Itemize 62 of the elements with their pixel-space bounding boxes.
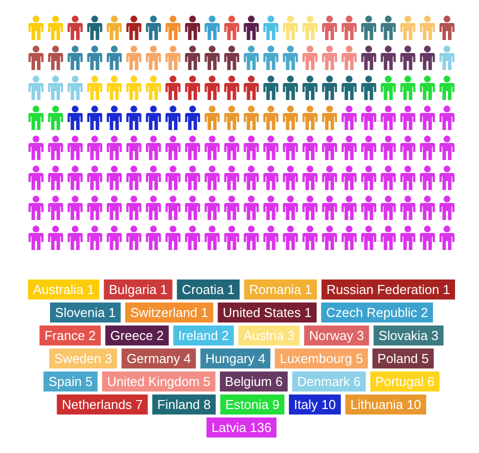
data-label: 4 [184,351,191,366]
category-label: Hungary [205,351,256,366]
data-label: 6 [354,374,361,389]
data-label: 5 [422,351,429,366]
data-label: 1 [201,305,208,320]
category-label: Romania [249,282,302,297]
category-label: Estonia [225,397,270,412]
category-label: Slovakia [378,328,428,343]
data-label: 2 [420,305,428,320]
category-label: Austria [243,328,285,343]
category-label: Spain [48,374,82,389]
category-label: Poland [377,351,418,366]
category-label: Belgium [224,374,272,389]
data-label: 7 [136,397,143,412]
data-label: 3 [104,351,112,366]
data-label: 10 [321,397,336,412]
category-label: Denmark [297,374,350,389]
data-label: 2 [88,328,96,343]
category-label: Russian Federation [326,282,440,297]
data-label: 4 [258,351,266,366]
category-label: Luxembourg [280,351,352,366]
category-label: Latvia [212,420,247,435]
data-label: 5 [356,351,363,366]
data-label: 1 [304,282,312,297]
category-label: Italy [294,397,318,412]
category-label: France [44,328,85,343]
data-label: 1 [442,282,450,297]
category-label: Croatia [182,282,225,297]
category-label: Bulgaria [108,282,158,297]
data-label: 3 [287,328,295,343]
category-label: Finland [157,397,200,412]
data-label: 2 [222,328,229,343]
category-label: United States [222,305,302,320]
category-label: Portugal [375,374,424,389]
category-label: Norway [309,328,354,343]
data-label: 1 [160,282,168,297]
category-label: Slovenia [55,305,106,320]
data-label: 1 [304,305,312,320]
data-label: 6 [427,374,435,389]
category-label: Netherlands [62,397,132,412]
data-label: 5 [203,374,210,389]
category-label: Sweden [54,351,102,366]
data-label: 9 [272,397,280,412]
data-label: 10 [406,397,422,412]
data-label: 136 [250,420,272,435]
data-label: 3 [356,328,364,343]
category-label: Ireland [178,328,218,343]
category-label: Switzerland [130,305,198,320]
category-label: United Kingdom [107,374,200,389]
category-label: Australia [32,282,84,297]
data-label: 1 [87,282,94,297]
data-label: 1 [108,305,116,320]
data-label: 3 [431,328,439,343]
category-label: Czech Republic [326,305,418,320]
category-label: Lithuania [350,397,404,412]
data-label: 2 [156,328,164,343]
data-label: 1 [227,282,235,297]
data-label: 5 [85,374,93,389]
category-label: Greece [110,328,153,343]
data-label: 8 [204,397,211,412]
data-label: 6 [275,374,283,389]
category-label: Germany [126,351,181,366]
